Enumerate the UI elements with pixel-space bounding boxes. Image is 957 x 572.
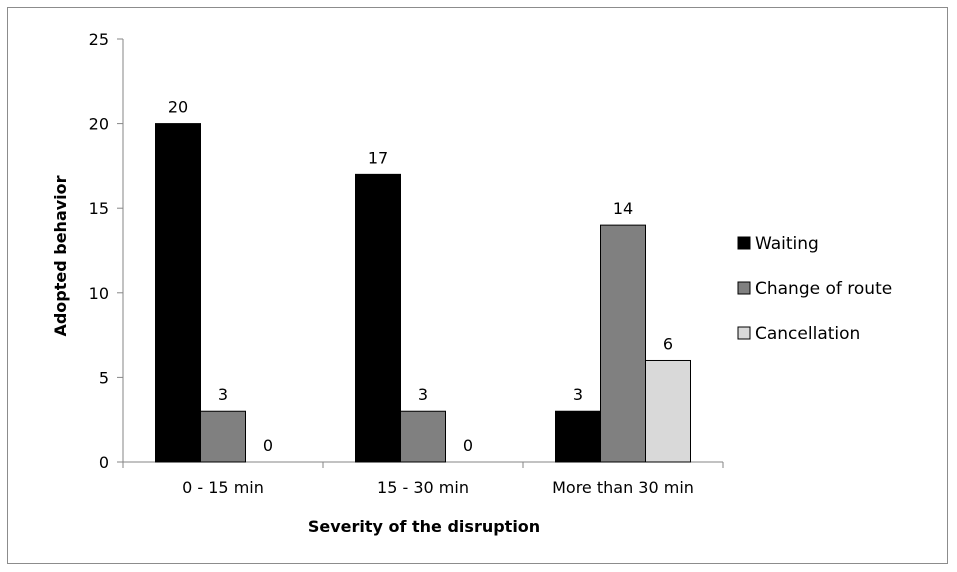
data-label: 0 xyxy=(263,436,273,455)
legend-swatch xyxy=(737,281,751,295)
bar xyxy=(645,359,691,463)
data-label: 3 xyxy=(418,385,428,404)
bars xyxy=(155,123,691,463)
legend-label: Cancellation xyxy=(755,324,860,344)
data-label: 3 xyxy=(573,385,583,404)
x-tick-label: 15 - 30 min xyxy=(377,478,469,497)
x-tick-label: 0 - 15 min xyxy=(182,478,264,497)
legend-label: Waiting xyxy=(755,234,819,254)
y-tick-label: 15 xyxy=(89,199,109,218)
x-axis-title: Severity of the disruption xyxy=(308,517,540,536)
data-label: 3 xyxy=(218,385,228,404)
legend-swatch xyxy=(737,236,751,250)
y-tick-label: 10 xyxy=(89,284,109,303)
bar xyxy=(555,410,601,463)
legend-swatch xyxy=(737,326,751,340)
y-tick-label: 25 xyxy=(89,30,109,49)
data-label: 17 xyxy=(368,148,388,167)
data-label: 6 xyxy=(663,334,673,353)
bar xyxy=(200,410,246,463)
data-label: 0 xyxy=(463,436,473,455)
x-tick-label: More than 30 min xyxy=(552,478,694,497)
y-tick-label: 20 xyxy=(89,115,109,134)
data-labels: 20 3 0 17 3 0 3 14 6 xyxy=(168,98,673,455)
legend: Waiting Change of route Cancellation xyxy=(737,234,892,344)
bar xyxy=(600,224,646,463)
data-label: 20 xyxy=(168,98,188,117)
bar xyxy=(155,123,201,463)
data-label: 14 xyxy=(613,199,633,218)
bar xyxy=(355,173,401,463)
y-tick-label: 5 xyxy=(99,368,109,387)
bar xyxy=(400,410,446,463)
y-tick-label: 0 xyxy=(99,453,109,472)
legend-label: Change of route xyxy=(755,279,892,299)
y-axis-title: Adopted behavior xyxy=(51,175,70,336)
